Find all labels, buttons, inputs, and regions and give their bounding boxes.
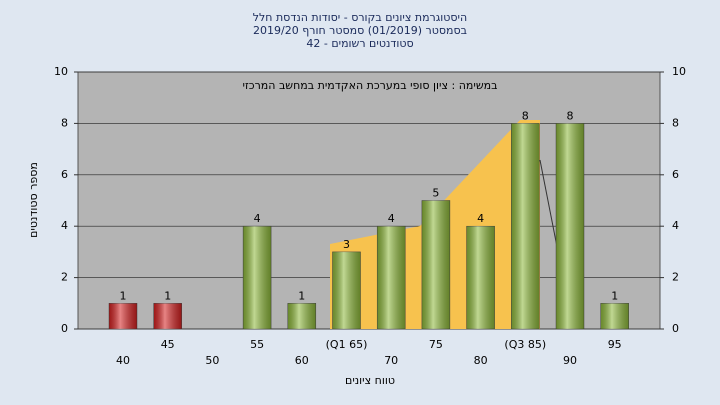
y2-tick-label: 6 bbox=[672, 168, 679, 181]
y-tick-label: 4 bbox=[61, 219, 68, 232]
y2-tick-label: 4 bbox=[672, 219, 679, 232]
bar-shine bbox=[466, 226, 495, 329]
y-tick-label: 0 bbox=[61, 322, 68, 335]
bar-shine bbox=[377, 226, 406, 329]
value-label: 1 bbox=[298, 289, 305, 302]
chart-title: היסטוגרמת ציונים בקורס - יסודות הנדסת חל… bbox=[253, 11, 467, 24]
y2-tick-label: 10 bbox=[672, 65, 686, 78]
bar-shine bbox=[556, 123, 584, 330]
x-tick-label: 70 bbox=[384, 354, 398, 367]
y-tick-label: 2 bbox=[61, 271, 68, 284]
x-tick-label: 75 bbox=[429, 338, 443, 351]
value-label: 4 bbox=[477, 212, 484, 225]
bar-shine bbox=[332, 251, 361, 329]
bar-shine bbox=[109, 303, 137, 329]
value-label: 5 bbox=[432, 187, 439, 200]
y2-tick-label: 0 bbox=[672, 322, 679, 335]
y-tick-label: 10 bbox=[54, 65, 68, 78]
bar-shine bbox=[287, 303, 316, 329]
x-tick-label: 60 bbox=[295, 354, 309, 367]
x-tick-label: (Q3 85) bbox=[504, 338, 546, 351]
bar-shine bbox=[511, 123, 540, 330]
value-label: 1 bbox=[611, 289, 618, 302]
y2-tick-label: 8 bbox=[672, 116, 679, 129]
chart-title: בסמסטר (01/2019) סמסטר חורף 2019/20 bbox=[253, 24, 467, 37]
bar-shine bbox=[243, 226, 272, 329]
value-label: 4 bbox=[254, 212, 261, 225]
y-tick-label: 8 bbox=[61, 116, 68, 129]
y-tick-label: 6 bbox=[61, 168, 68, 181]
x-axis-label: טווח ציונים bbox=[345, 374, 395, 387]
chart-subtitle: במשימה : ציון סופי במערכת האקדמית במחשב … bbox=[243, 79, 498, 92]
value-label: 8 bbox=[567, 109, 574, 122]
x-tick-label: 95 bbox=[608, 338, 622, 351]
chart-title: 42 - סטודנטים רשומים bbox=[306, 37, 413, 50]
x-tick-label: (Q1 65) bbox=[326, 338, 368, 351]
y-axis-label: מספר סטודנטים bbox=[27, 162, 40, 238]
value-label: 8 bbox=[522, 109, 529, 122]
bar-shine bbox=[153, 303, 182, 329]
x-tick-label: 45 bbox=[161, 338, 175, 351]
x-tick-label: 40 bbox=[116, 354, 130, 367]
x-tick-label: 90 bbox=[563, 354, 577, 367]
x-tick-label: 55 bbox=[250, 338, 264, 351]
value-label: 4 bbox=[388, 212, 395, 225]
value-label: 1 bbox=[164, 289, 171, 302]
value-label: 1 bbox=[120, 289, 127, 302]
bar-shine bbox=[600, 303, 629, 329]
bar-shine bbox=[421, 200, 450, 329]
y2-tick-label: 2 bbox=[672, 271, 679, 284]
x-tick-label: 50 bbox=[205, 354, 219, 367]
value-label: 3 bbox=[343, 238, 350, 251]
x-tick-label: 80 bbox=[474, 354, 488, 367]
